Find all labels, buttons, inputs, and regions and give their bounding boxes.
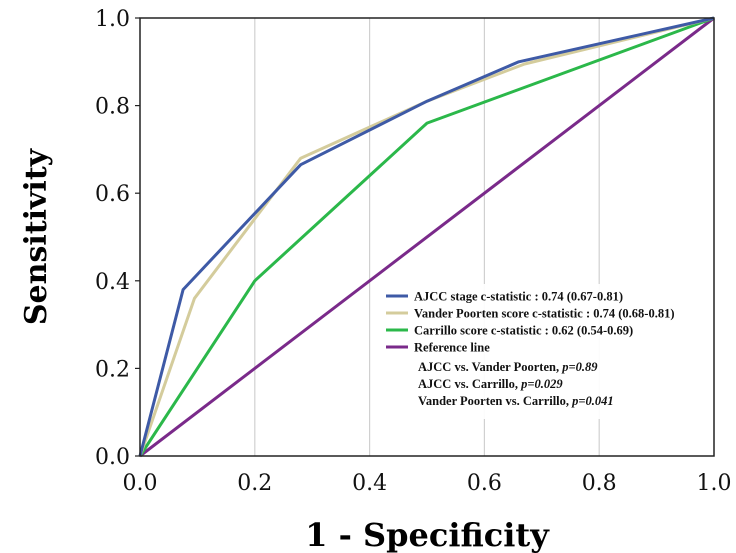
legend-label-1: Vander Poorten score c-statistic : 0.74 … [414, 307, 674, 321]
x-tick-label: 0.8 [582, 471, 617, 496]
y-tick-label: 1.0 [95, 7, 130, 32]
annotation-comparison: Vander Poorten vs. Carrillo, [418, 394, 572, 408]
plot-frame [139, 17, 715, 457]
series-line-1 [138, 16, 715, 457]
legend-label-2: Carrillo score c-statistic : 0.62 (0.54-… [414, 324, 633, 338]
y-axis-title: Sensitivity [19, 147, 54, 325]
annotation-comparison: AJCC vs. Carrillo, [418, 377, 521, 391]
x-tick-label: 1.0 [697, 471, 732, 496]
legend-box [382, 284, 682, 419]
x-tick-labels: 0.0 0.2 0.4 0.6 0.8 1.0 [123, 471, 732, 496]
annotation-p-value: p=0.041 [571, 394, 614, 408]
annotation-comparison: AJCC vs. Vander Poorten, [418, 360, 562, 374]
series-lines [138, 16, 715, 458]
x-tick-label: 0.4 [352, 471, 387, 496]
x-tick-label: 0.0 [123, 471, 158, 496]
y-tick-labels: 0.0 0.2 0.4 0.6 0.8 1.0 [95, 7, 140, 470]
annotation-p-value: p=0.89 [561, 360, 598, 374]
y-tick-label: 0.2 [95, 357, 130, 382]
y-tick-label: 0.4 [95, 270, 130, 295]
y-tick-label: 0.6 [95, 182, 130, 207]
legend: AJCC stage c-statistic : 0.74 (0.67-0.81… [382, 284, 682, 419]
legend-label-0: AJCC stage c-statistic : 0.74 (0.67-0.81… [414, 290, 623, 304]
y-tick-label: 0.8 [95, 95, 130, 120]
series-line-0 [138, 16, 715, 457]
legend-annotation-1: AJCC vs. Carrillo, p=0.029 [418, 377, 563, 391]
legend-annotation-2: Vander Poorten vs. Carrillo, p=0.041 [418, 394, 614, 408]
x-tick-label: 0.2 [237, 471, 272, 496]
legend-annotation-0: AJCC vs. Vander Poorten, p=0.89 [418, 360, 598, 374]
series-line-3 [139, 16, 715, 458]
x-axis-title: 1 - Specificity [305, 516, 550, 553]
annotation-p-value: p=0.029 [520, 377, 563, 391]
legend-label-3: Reference line [414, 341, 490, 355]
series-line-2 [138, 16, 715, 457]
x-tick-label: 0.6 [467, 471, 502, 496]
y-tick-label: 0.0 [95, 445, 130, 470]
